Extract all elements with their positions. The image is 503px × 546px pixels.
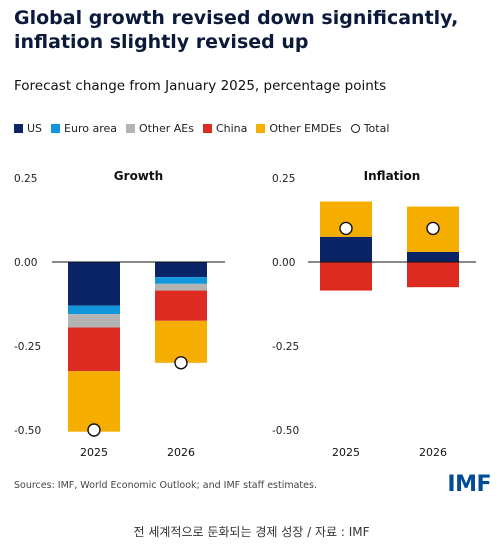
growth-bar-euro-area-2026 (155, 277, 207, 284)
growth-bar-china-2026 (155, 290, 207, 321)
growth-total-marker-2026 (174, 356, 188, 370)
legend-label-total: Total (363, 122, 390, 135)
growth-bar-other-emdes-2025 (68, 371, 120, 432)
growth-ytick-0-25: 0.25 (14, 173, 37, 185)
growth-bar-other-aes-2026 (155, 283, 207, 291)
inflation-ytick-0-25: 0.25 (272, 173, 295, 185)
legend-item-other-emdes: Other EMDEs (256, 122, 342, 135)
growth-ytick-0-50: -0.50 (14, 425, 41, 437)
charts-area: 0.25 0.00 -0.25 -0.50 Growth 2025 2026 0.25 0.00… (14, 169, 476, 459)
inflation-total-marker-2026 (426, 221, 440, 236)
inflation-ytick-0-00: 0.00 (272, 257, 295, 269)
inflation-bar-us-2026 (407, 251, 459, 262)
inflation-xtick-2025: 2025 (332, 446, 360, 459)
legend-label-china: China (215, 122, 248, 135)
growth-bar-china-2025 (68, 327, 120, 372)
source-note: Sources: IMF, World Economic Outlook; an… (14, 480, 317, 491)
growth-xtick-2026: 2026 (167, 446, 195, 459)
growth-bar-us-2026 (155, 262, 207, 278)
image-caption: 전 세계적으로 둔화되는 경제 성장 / 자료 : IMF (133, 525, 370, 539)
legend-label-euro-area: Euro area (64, 122, 118, 135)
legend-swatch-total (350, 124, 360, 133)
legend-swatch-other-emdes (256, 124, 266, 133)
legend-swatch-euro-area (51, 124, 61, 133)
legend: US Euro area Other AEs China Other EMDEs… (14, 122, 398, 135)
legend-item-us: US (14, 122, 42, 135)
legend-item-euro-area: Euro area (51, 122, 117, 135)
legend-item-total: Total (350, 122, 390, 135)
chart-subtitle: Forecast change from January 2025, perce… (14, 78, 387, 94)
growth-bar-other-emdes-2026 (155, 320, 207, 363)
inflation-ytick-0-50: -0.50 (272, 425, 299, 437)
legend-swatch-other-aes (126, 124, 136, 133)
growth-bar-other-aes-2025 (68, 314, 120, 328)
inflation-bar-china-2026 (407, 262, 459, 288)
inflation-panel-title: Inflation (364, 169, 421, 183)
growth-total-marker-2025 (87, 423, 101, 437)
legend-label-other-aes: Other AEs (139, 122, 194, 135)
inflation-ytick-0-25: -0.25 (272, 341, 299, 353)
growth-xtick-2025: 2025 (80, 446, 108, 459)
growth-panel-title: Growth (114, 169, 163, 183)
legend-label-us: US (27, 122, 43, 135)
legend-item-china: China (202, 122, 248, 135)
legend-label-other-emdes: Other EMDEs (269, 122, 342, 135)
legend-swatch-china (202, 124, 212, 133)
growth-ytick-0-25: -0.25 (14, 341, 41, 353)
growth-ytick-0-00: 0.00 (14, 257, 37, 269)
inflation-bar-china-2025 (320, 262, 372, 291)
imf-logo: IMF (447, 472, 491, 497)
growth-bar-euro-area-2025 (68, 305, 120, 315)
legend-item-other-aes: Other AEs (126, 122, 194, 135)
chart-title: Global growth revised down significantly… (14, 7, 459, 53)
growth-bar-us-2025 (68, 262, 120, 306)
inflation-total-marker-2025 (339, 221, 353, 236)
inflation-xtick-2026: 2026 (419, 446, 447, 459)
inflation-bar-us-2025 (320, 236, 372, 262)
legend-swatch-us (14, 124, 23, 133)
